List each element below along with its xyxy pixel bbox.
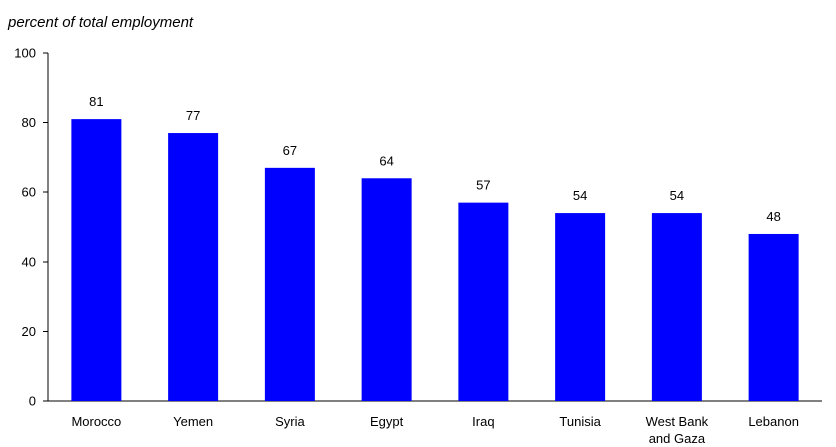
bar xyxy=(458,202,509,401)
data-label: 81 xyxy=(89,94,103,109)
bar xyxy=(168,133,219,402)
data-label: 77 xyxy=(186,108,200,123)
data-label: 67 xyxy=(283,143,297,158)
bar xyxy=(361,178,412,401)
data-label: 57 xyxy=(476,178,490,193)
bar xyxy=(71,119,122,402)
data-label: 54 xyxy=(670,188,684,203)
bar xyxy=(651,213,702,401)
x-tick-label: Syria xyxy=(275,414,305,429)
x-tick-label: Lebanon xyxy=(748,414,799,429)
data-label: 54 xyxy=(573,188,587,203)
x-tick-label: Iraq xyxy=(472,414,494,429)
category-labels-group: Morocco Yemen Syria Egypt Iraq Tunisia West Ba… xyxy=(71,414,798,446)
bar xyxy=(555,213,606,401)
y-axis: 0 20 40 60 80 100 xyxy=(14,46,49,409)
bar xyxy=(264,167,315,401)
y-tick-label: 40 xyxy=(22,254,36,269)
x-tick-label: West Bank and Gaza xyxy=(646,414,709,446)
x-tick-label: Morocco xyxy=(71,414,121,429)
x-tick-label: Egypt xyxy=(370,414,404,429)
y-tick-label: 60 xyxy=(22,185,36,200)
data-label: 64 xyxy=(379,153,393,168)
y-axis-title: percent of total employment xyxy=(7,14,194,31)
y-tick-label: 20 xyxy=(22,324,36,339)
x-tick-label: Tunisia xyxy=(559,414,601,429)
bars-group xyxy=(71,119,799,402)
bar xyxy=(748,233,799,401)
data-label: 48 xyxy=(766,209,780,224)
y-tick-label: 80 xyxy=(22,115,36,130)
x-tick-label: Yemen xyxy=(173,414,213,429)
data-labels-group: 81 77 67 64 57 54 54 48 xyxy=(89,94,781,224)
y-tick-label: 0 xyxy=(29,394,36,409)
y-tick-label: 100 xyxy=(14,46,36,61)
